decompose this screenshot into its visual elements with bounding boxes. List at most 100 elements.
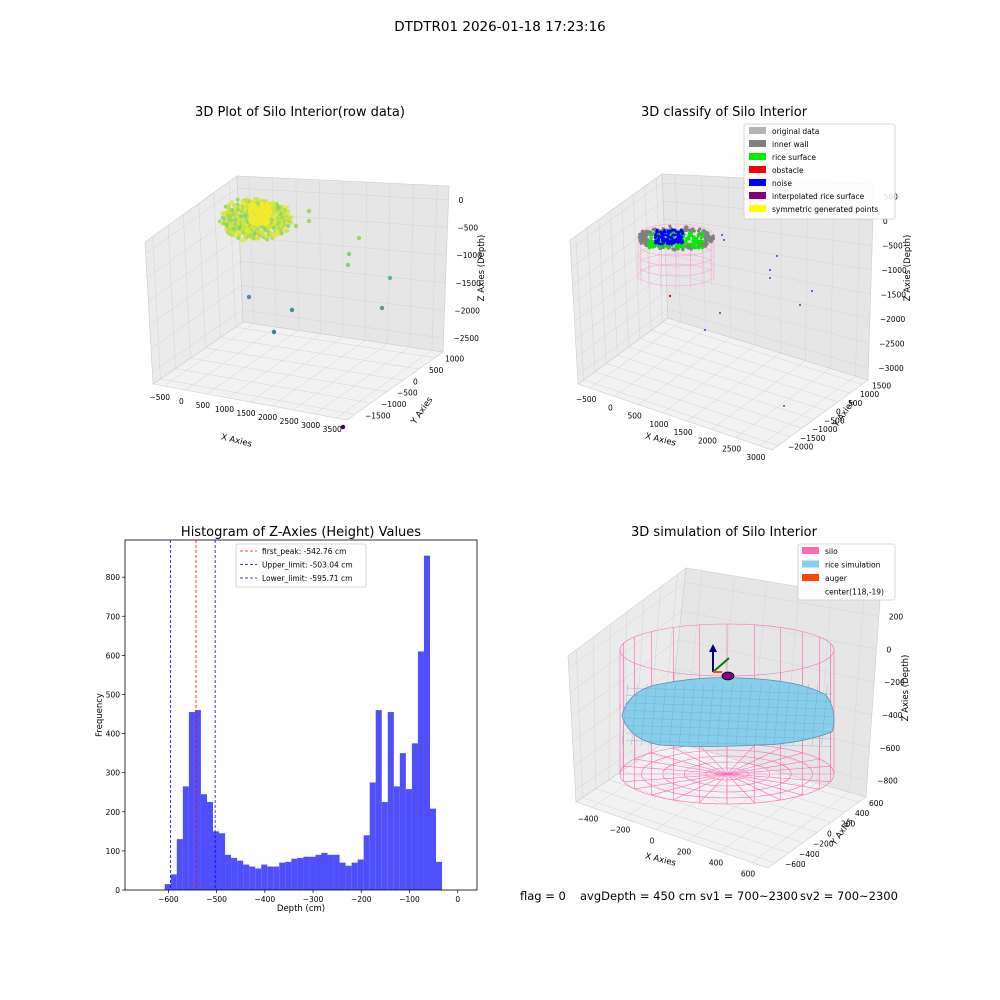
histogram-bar <box>339 862 346 890</box>
grid-line <box>569 610 682 693</box>
classify-noise-point <box>661 231 665 235</box>
classify-rice-point <box>687 234 691 238</box>
classify-rice-point <box>701 234 705 238</box>
raw-point <box>260 205 266 210</box>
classify-noise-outlier <box>719 312 721 314</box>
simulation-legend-label: auger <box>825 574 848 583</box>
histogram-legend-items: first_peak: -542.76 cm Upper_limit: -503.… <box>240 547 353 583</box>
grid-line <box>728 177 731 338</box>
y-tick-label: 0 <box>827 830 832 839</box>
z-tick-label: −600 <box>880 744 901 753</box>
classify-rice-point <box>700 246 704 250</box>
rice-mesh-line <box>726 683 733 746</box>
histogram-bar <box>315 854 322 890</box>
z-tick-label: −200 <box>884 678 905 687</box>
rice-mesh-line <box>792 683 800 746</box>
silo-floor-spoke <box>726 773 803 796</box>
histogram-bar <box>219 833 226 890</box>
histogram-bar <box>170 874 177 890</box>
rice-mesh-line <box>821 683 828 746</box>
raw-point <box>263 219 268 224</box>
classify-rice-point <box>690 244 694 248</box>
classify-noise-point <box>654 232 658 236</box>
figure-suptitle: DTDTR01 2026-01-18 17:23:16 <box>394 19 606 35</box>
classify-noise-point <box>680 229 684 233</box>
rice-mesh-line <box>678 683 686 746</box>
classify-obstacle-point <box>668 294 672 298</box>
classify-noise-point <box>675 230 678 234</box>
rice-mesh-line <box>650 683 657 746</box>
classify-legend-swatch <box>749 153 766 160</box>
classify-rice-point <box>699 240 703 244</box>
histogram-bar <box>321 852 328 890</box>
x-tick-label: −500 <box>149 393 170 402</box>
raw-point <box>236 218 241 223</box>
raw-point <box>286 216 291 221</box>
raw-point <box>239 238 244 243</box>
raw-point-cloud <box>217 197 393 430</box>
classify-x-ticks: −500 0 500 1000 1500 2000 2500 3000 <box>576 395 766 462</box>
histogram-x-tick-label: −500 <box>206 895 227 904</box>
classify-wall-point <box>704 244 708 248</box>
z-tick-label: −1500 <box>881 290 907 299</box>
raw-point <box>259 220 264 225</box>
rice-simulation-surface <box>621 677 835 747</box>
histogram-bar <box>249 866 256 890</box>
grid-line <box>145 187 238 255</box>
classify-rice-point <box>693 242 697 246</box>
grid-line <box>292 343 388 411</box>
grid-line <box>686 352 781 422</box>
classify-legend-swatch <box>749 179 766 186</box>
rice-mesh-line <box>716 683 724 746</box>
silo-floor-ring <box>641 749 813 799</box>
raw-point <box>227 202 232 207</box>
raw-z-ticks: 0 −500 −1000 −1500 −2000 −2500 <box>454 196 483 343</box>
classify-rice-point <box>674 244 678 248</box>
classify-wall-point <box>690 228 694 233</box>
raw-point <box>267 204 272 209</box>
silo-floor-spoke <box>726 773 820 790</box>
histogram-x-ticks: −600 −500 −400 −300 −200 −100 0 <box>158 890 460 904</box>
classify-wall-point <box>709 239 714 244</box>
raw-point <box>286 209 291 214</box>
histogram-bar <box>369 782 376 890</box>
grid-line <box>621 611 628 772</box>
x-tick-label: 500 <box>627 412 642 421</box>
raw-point <box>241 218 246 223</box>
histogram-bars <box>164 555 443 890</box>
grid-line <box>639 338 839 403</box>
histogram-bar <box>237 860 244 890</box>
simulation-legend-swatch <box>802 547 819 554</box>
classify-rice-point <box>691 235 695 239</box>
histogram-bar <box>194 710 201 890</box>
y-tick-label: −500 <box>397 389 418 398</box>
classify-rice-point <box>701 240 705 244</box>
classify-wall-point <box>644 237 648 241</box>
grid-line <box>271 340 366 407</box>
classify-legend-swatch <box>749 127 766 134</box>
histogram-bar <box>357 859 364 890</box>
raw-point <box>264 209 270 214</box>
auger-marker <box>709 644 735 681</box>
raw-axes-3d: −500 0 500 1000 1500 2000 2500 3000 3500 1000500… <box>144 175 487 450</box>
grid-line <box>364 182 367 341</box>
raw-point <box>235 207 240 212</box>
histogram-bar <box>405 789 412 890</box>
grid-line <box>220 337 420 370</box>
classify-rice-point <box>685 237 689 241</box>
histogram-bar <box>206 802 213 890</box>
classify-noise-point <box>676 235 680 239</box>
raw-point <box>247 208 253 214</box>
grid-line <box>587 227 596 372</box>
silo-floor-spoke <box>673 773 728 801</box>
raw-point <box>233 217 238 222</box>
classify-legend: original data inner wall rice surface obsta… <box>743 123 896 220</box>
classify-rice-point <box>649 236 653 240</box>
grid-line <box>295 178 299 331</box>
grid-line <box>638 337 731 405</box>
raw-point <box>255 219 261 224</box>
grid-line <box>667 308 869 368</box>
panel-raw-data: 3D Plot of Silo Interior(row data) −500 0… <box>144 105 487 450</box>
x-tick-label: 500 <box>196 401 211 410</box>
